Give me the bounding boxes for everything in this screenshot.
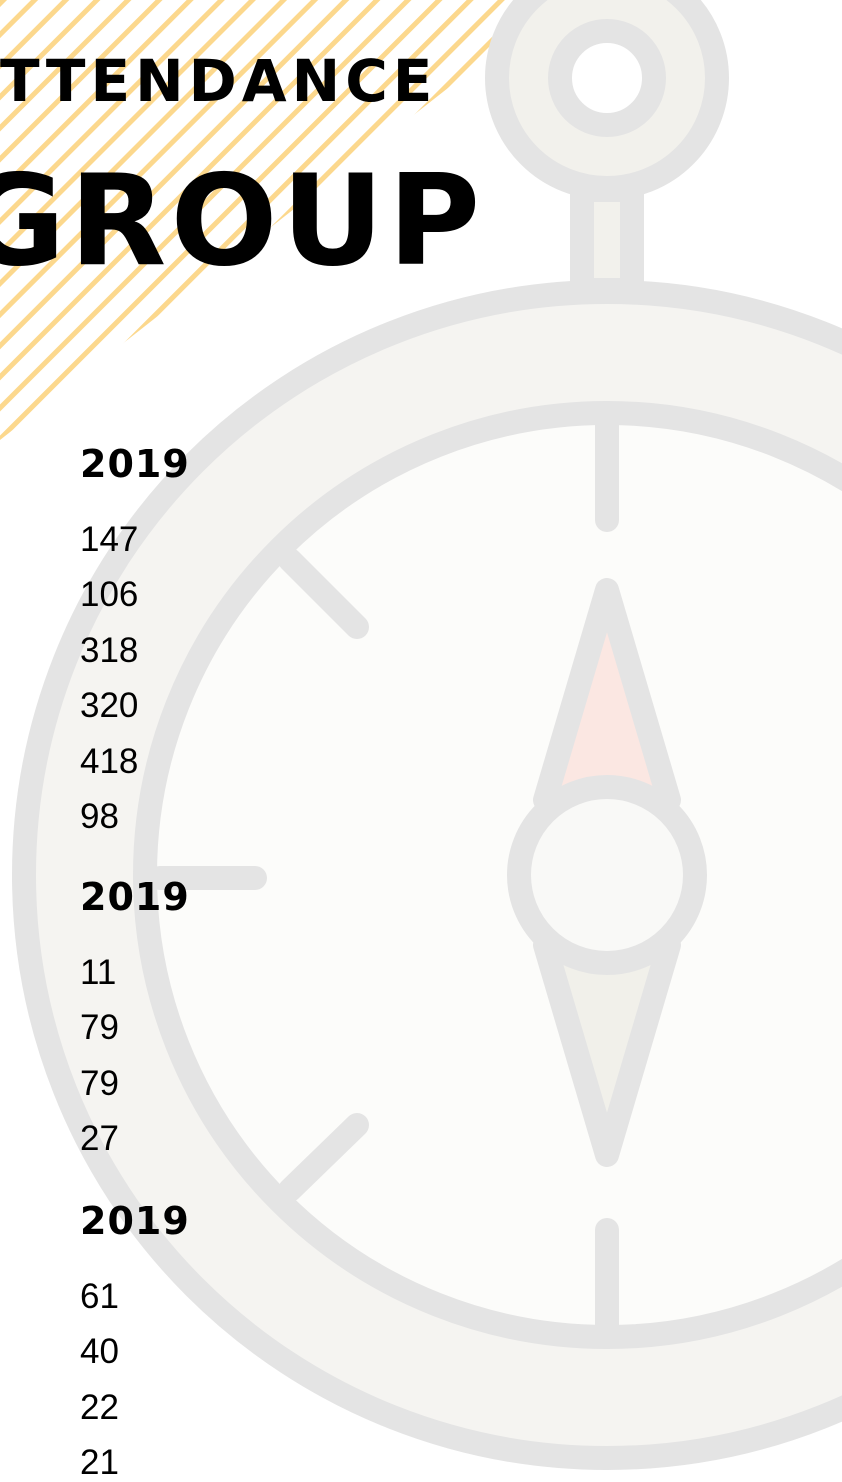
- section-value: 79: [80, 1066, 119, 1101]
- section-heading: 2019: [80, 878, 190, 916]
- header-title: GROUP: [0, 158, 484, 284]
- section-value: 106: [80, 577, 138, 612]
- section-heading: 2019: [80, 445, 190, 483]
- section-value: 79: [80, 1010, 119, 1045]
- section-value: 11: [80, 955, 116, 990]
- section-value: 21: [80, 1445, 119, 1480]
- page: TTENDANCE GROUP 2019 147 106 318 320 418 98 201…: [0, 0, 842, 1479]
- section-value: 61: [80, 1279, 119, 1314]
- section-value: 320: [80, 688, 138, 723]
- section-value: 98: [80, 799, 119, 834]
- section-value: 418: [80, 744, 138, 779]
- section-value: 40: [80, 1334, 119, 1369]
- section-heading: 2019: [80, 1202, 190, 1240]
- section-value: 147: [80, 522, 138, 557]
- header-kicker: TTENDANCE: [0, 52, 437, 110]
- section-value: 22: [80, 1390, 119, 1425]
- section-value: 318: [80, 633, 138, 668]
- section-value: 27: [80, 1121, 119, 1156]
